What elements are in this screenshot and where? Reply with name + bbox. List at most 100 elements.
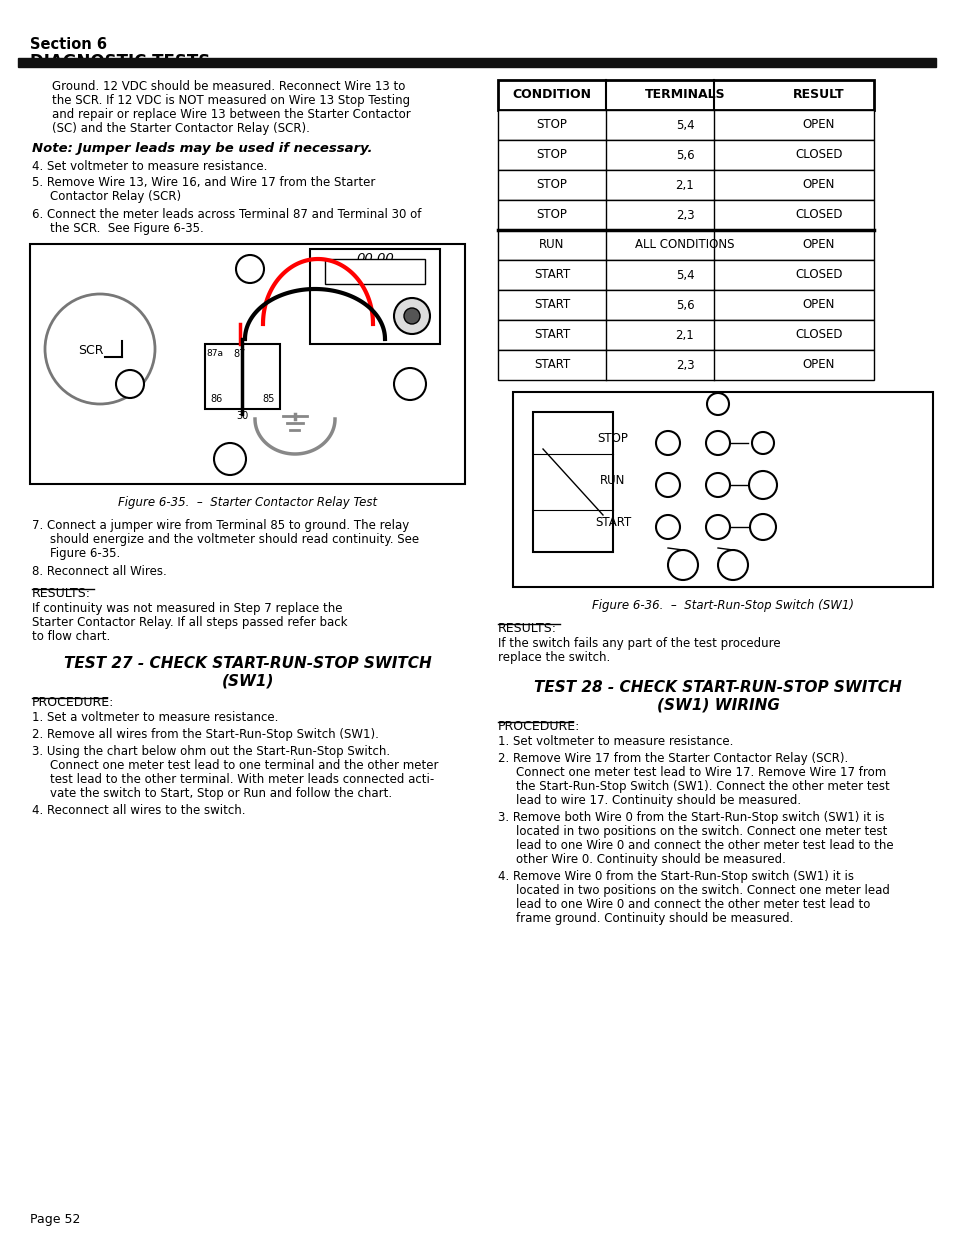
Text: OPEN: OPEN [802,238,834,252]
Text: 2: 2 [714,473,721,487]
Text: 3. Remove both Wire 0 from the Start-Run-Stop switch (SW1) it is: 3. Remove both Wire 0 from the Start-Run… [497,811,883,824]
Text: TEST 27 - CHECK START-RUN-STOP SWITCH: TEST 27 - CHECK START-RUN-STOP SWITCH [64,656,432,671]
Bar [497,350,873,380]
Text: 0: 0 [759,431,766,445]
Circle shape [116,370,144,398]
Text: OPEN: OPEN [802,119,834,131]
Circle shape [667,550,698,580]
Text: 1: 1 [714,515,721,529]
Text: OPEN: OPEN [802,179,834,191]
Text: 5: 5 [663,473,671,487]
Text: 15: 15 [122,370,138,384]
Text: and repair or replace Wire 13 between the Starter Contactor: and repair or replace Wire 13 between th… [52,107,411,121]
Text: Connect one meter test lead to one terminal and the other meter: Connect one meter test lead to one termi… [50,760,438,772]
Bar [325,259,424,284]
Circle shape [705,431,729,454]
Text: RESULTS:: RESULTS: [497,622,557,635]
Text: 2,1: 2,1 [675,179,694,191]
Text: STOP: STOP [597,431,628,445]
Text: (SW1) WIRING: (SW1) WIRING [656,698,779,713]
Text: RUN: RUN [599,473,625,487]
Circle shape [748,471,776,499]
Text: 3: 3 [714,431,720,445]
Circle shape [718,550,747,580]
Circle shape [656,431,679,454]
Bar [497,261,873,290]
Text: 15: 15 [755,515,770,529]
Text: 6. Connect the meter leads across Terminal 87 and Terminal 30 of: 6. Connect the meter leads across Termin… [32,207,421,221]
Text: the SCR.  See Figure 6-35.: the SCR. See Figure 6-35. [50,222,204,235]
Text: CLOSED: CLOSED [795,329,841,342]
Text: Ground. 12 VDC should be measured. Reconnect Wire 13 to: Ground. 12 VDC should be measured. Recon… [52,80,405,93]
Text: vate the switch to Start, Stop or Run and follow the chart.: vate the switch to Start, Stop or Run an… [50,787,392,800]
Text: 15: 15 [725,552,740,564]
Text: lead to one Wire 0 and connect the other meter test lead to the: lead to one Wire 0 and connect the other… [516,839,893,852]
Text: lead to wire 17. Continuity should be measured.: lead to wire 17. Continuity should be me… [516,794,801,806]
Text: SCR: SCR [78,345,103,357]
Text: START: START [534,358,570,372]
Text: 87a: 87a [206,350,223,358]
Text: STOP: STOP [536,209,567,221]
Bar [513,391,932,587]
Text: Section 6: Section 6 [30,37,107,52]
Text: 4. Reconnect all wires to the switch.: 4. Reconnect all wires to the switch. [32,804,245,818]
Circle shape [705,473,729,496]
Text: OPEN: OPEN [802,358,834,372]
Text: RUN: RUN [538,238,564,252]
Text: located in two positions on the switch. Connect one meter test: located in two positions on the switch. … [516,825,886,839]
Bar [497,80,873,110]
Text: TEST 28 - CHECK START-RUN-STOP SWITCH: TEST 28 - CHECK START-RUN-STOP SWITCH [534,680,901,695]
Text: located in two positions on the switch. Connect one meter lead: located in two positions on the switch. … [516,884,889,897]
Text: Contactor Relay (SCR): Contactor Relay (SCR) [50,190,181,203]
Text: 17: 17 [675,552,690,564]
Text: STOP: STOP [536,179,567,191]
Text: to flow chart.: to flow chart. [32,630,111,643]
Text: 2. Remove all wires from the Start-Run-Stop Switch (SW1).: 2. Remove all wires from the Start-Run-S… [32,727,378,741]
Circle shape [394,298,430,333]
Text: CLOSED: CLOSED [795,268,841,282]
Bar [497,140,873,170]
Text: DIAGNOSTIC TESTS: DIAGNOSTIC TESTS [30,53,210,70]
Text: test lead to the other terminal. With meter leads connected acti-: test lead to the other terminal. With me… [50,773,434,785]
Text: START: START [534,268,570,282]
Circle shape [403,308,419,324]
Bar [30,245,464,484]
Text: START: START [595,515,631,529]
Circle shape [705,515,729,538]
Text: 2,1: 2,1 [675,329,694,342]
Text: 5,6: 5,6 [675,148,694,162]
Bar [497,170,873,200]
Text: should energize and the voltmeter should read continuity. See: should energize and the voltmeter should… [50,534,418,546]
Text: 4. Remove Wire 0 from the Start-Run-Stop switch (SW1) it is: 4. Remove Wire 0 from the Start-Run-Stop… [497,869,853,883]
Text: 5,4: 5,4 [675,119,694,131]
Bar [18,58,935,67]
Text: the Start-Run-Stop Switch (SW1). Connect the other meter test: the Start-Run-Stop Switch (SW1). Connect… [516,781,889,793]
Text: ALL CONDITIONS: ALL CONDITIONS [635,238,734,252]
Text: 2,3: 2,3 [675,358,694,372]
Text: 86: 86 [210,394,222,404]
Text: 1. Set a voltmeter to measure resistance.: 1. Set a voltmeter to measure resistance… [32,711,278,724]
Text: 167: 167 [752,475,772,485]
Text: OPEN: OPEN [802,299,834,311]
Bar [497,200,873,230]
Bar [497,110,873,140]
Text: Starter Contactor Relay. If all steps passed refer back: Starter Contactor Relay. If all steps pa… [32,616,347,629]
Text: (SC) and the Starter Contactor Relay (SCR).: (SC) and the Starter Contactor Relay (SC… [52,122,310,135]
Text: Note: Jumper leads may be used if necessary.: Note: Jumper leads may be used if necess… [32,142,372,156]
Text: STOP: STOP [536,148,567,162]
Text: 0: 0 [714,393,720,405]
Text: 4. Set voltmeter to measure resistance.: 4. Set voltmeter to measure resistance. [32,161,267,173]
Text: Connect one meter test lead to Wire 17. Remove Wire 17 from: Connect one meter test lead to Wire 17. … [516,766,885,779]
Text: If the switch fails any part of the test procedure: If the switch fails any part of the test… [497,637,780,650]
Text: replace the switch.: replace the switch. [497,651,610,664]
Circle shape [656,515,679,538]
Text: PROCEDURE:: PROCEDURE: [32,697,114,709]
Text: 4: 4 [663,515,671,529]
Text: 2. Remove Wire 17 from the Starter Contactor Relay (SCR).: 2. Remove Wire 17 from the Starter Conta… [497,752,847,764]
Circle shape [751,432,773,454]
Text: STOP: STOP [536,119,567,131]
Text: TERMINALS: TERMINALS [644,89,724,101]
Text: CONDITION: CONDITION [512,89,591,101]
Circle shape [749,514,775,540]
Circle shape [394,368,426,400]
